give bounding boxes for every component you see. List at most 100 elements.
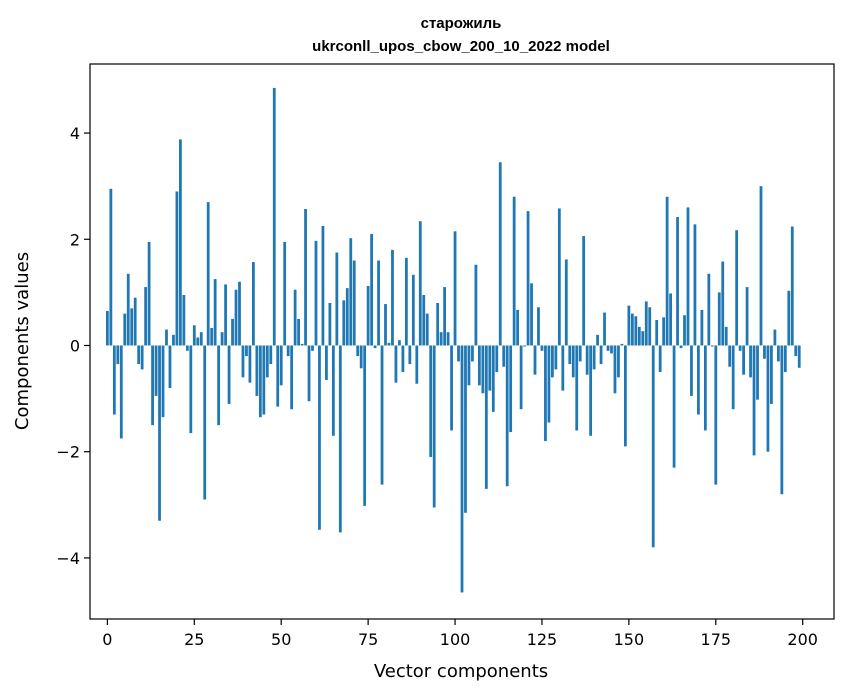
bar (290, 345, 294, 410)
bar (425, 313, 429, 346)
bar (182, 295, 186, 346)
chart-subtitle: ukrconll_upos_cbow_200_10_2022 model (312, 38, 610, 55)
bar (457, 345, 460, 362)
bar (519, 345, 523, 410)
bar (690, 345, 693, 396)
bar (370, 233, 373, 346)
bar (571, 345, 575, 378)
bar (196, 337, 200, 346)
bar (512, 196, 516, 346)
bar (797, 345, 801, 368)
bar (203, 345, 207, 500)
x-tick-label: 25 (184, 630, 204, 649)
chart-title: старожиль (421, 15, 502, 32)
bar (144, 287, 148, 346)
bar (491, 345, 495, 412)
bar (537, 307, 540, 346)
bar (658, 345, 662, 373)
bar (394, 345, 398, 383)
bar (477, 345, 481, 386)
bar (168, 345, 172, 388)
bar (790, 226, 794, 346)
bar (717, 292, 721, 346)
bar (547, 345, 551, 423)
bar (540, 345, 544, 351)
bar (683, 315, 686, 346)
bar (630, 313, 634, 346)
bar (245, 345, 248, 357)
bar (787, 290, 791, 346)
bar (551, 345, 554, 378)
bar (509, 345, 513, 433)
bar (398, 340, 401, 346)
bar (655, 319, 659, 346)
bar (474, 264, 478, 346)
bar (745, 287, 749, 346)
bar (596, 334, 599, 346)
x-tick-label: 50 (271, 630, 291, 649)
bar (241, 345, 245, 378)
bar (766, 345, 770, 452)
bar (112, 345, 116, 415)
bar (293, 289, 297, 346)
bar (516, 309, 520, 346)
y-tick-label: 4 (70, 124, 80, 143)
bar (331, 345, 335, 436)
x-tick-label: 175 (701, 630, 732, 649)
bar (460, 345, 464, 593)
bar (276, 345, 280, 407)
bar (592, 345, 596, 370)
bar (105, 310, 109, 346)
bar (481, 345, 485, 394)
bar (714, 345, 718, 485)
bar (116, 345, 120, 365)
bar (599, 345, 603, 365)
bar (526, 211, 530, 346)
bar (272, 87, 276, 346)
bar (606, 345, 610, 351)
bar (794, 345, 798, 357)
bar (770, 345, 773, 404)
bar (422, 295, 426, 346)
bar (724, 326, 728, 346)
bar (109, 188, 113, 346)
bar (742, 345, 745, 375)
bar (199, 332, 203, 346)
bar (255, 345, 259, 396)
bar (439, 332, 443, 346)
bar (161, 345, 165, 418)
bar (217, 345, 221, 426)
bar (557, 208, 561, 346)
bar (676, 216, 679, 346)
bar (498, 162, 502, 346)
bar (450, 345, 453, 431)
bar (780, 345, 784, 495)
bar (728, 345, 732, 367)
bar (651, 345, 655, 548)
y-tick-label: −2 (56, 443, 80, 462)
bar (185, 345, 189, 351)
bar (154, 345, 158, 396)
bar (328, 302, 332, 346)
bar (338, 345, 342, 533)
bar (404, 257, 408, 346)
bar (561, 345, 565, 391)
x-tick-label: 100 (440, 630, 471, 649)
bar (279, 345, 283, 386)
bar (495, 345, 499, 373)
bar (318, 345, 321, 530)
bar (262, 345, 266, 415)
bar (411, 274, 415, 346)
bar (179, 139, 182, 346)
bar (133, 297, 137, 346)
bar (578, 345, 582, 362)
bar (731, 345, 735, 410)
bar (418, 221, 422, 346)
bar (783, 345, 787, 373)
bar (697, 345, 700, 415)
bar (356, 345, 360, 357)
bar (735, 230, 739, 346)
bar (286, 345, 290, 357)
bar (554, 345, 558, 370)
